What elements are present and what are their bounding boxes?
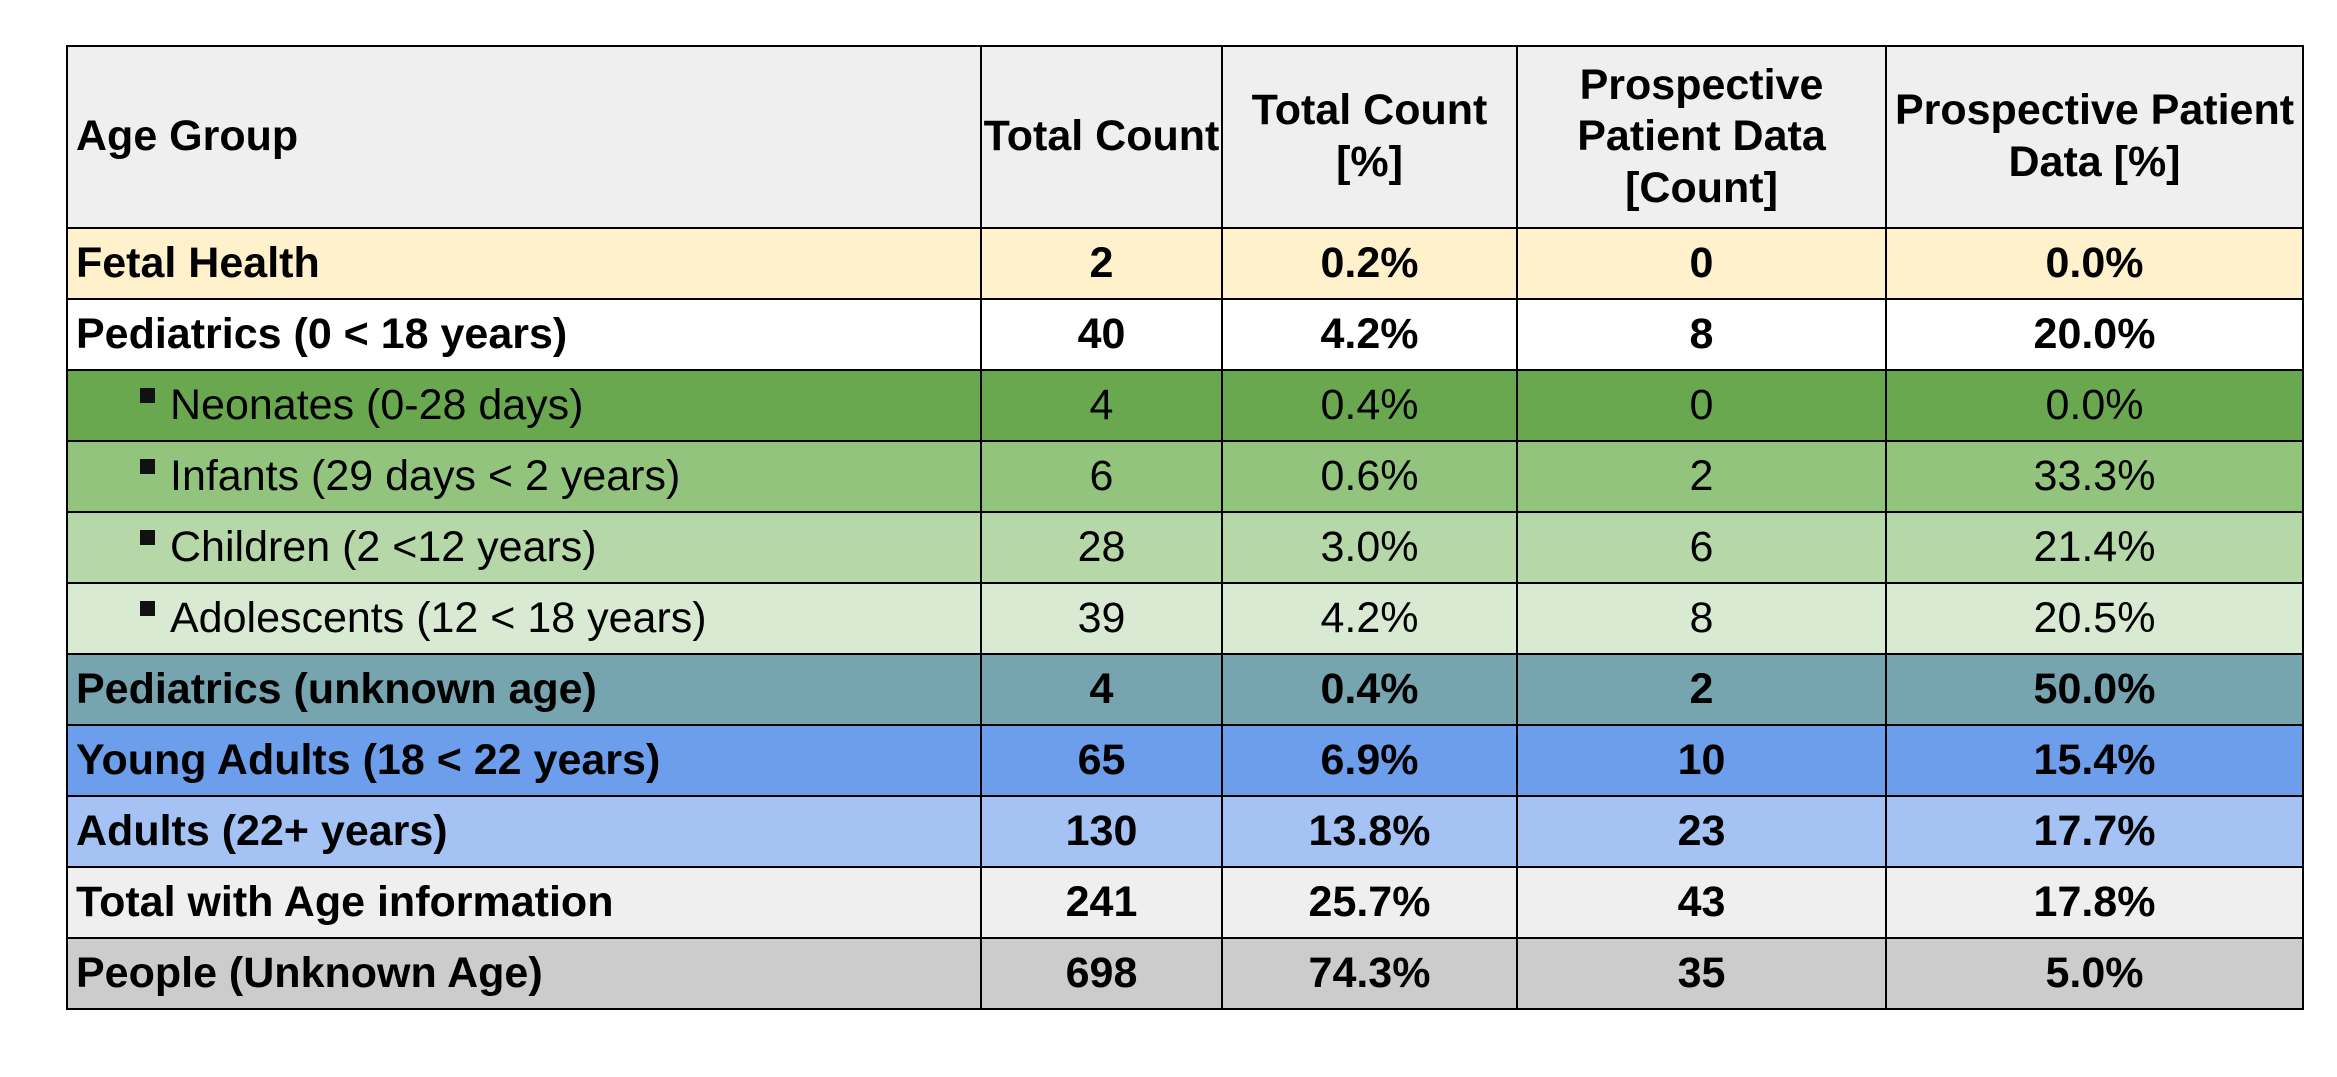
age-group-cell: Adolescents (12 < 18 years) xyxy=(66,582,982,655)
total-count-cell: 241 xyxy=(980,866,1223,939)
total-count-pct-cell: 4.2% xyxy=(1221,582,1518,655)
prospective-count-cell: 6 xyxy=(1516,511,1887,584)
prospective-pct-cell: 21.4% xyxy=(1885,511,2304,584)
square-bullet-icon xyxy=(140,530,155,545)
age-group-cell: Total with Age information xyxy=(66,866,982,939)
table-row: Total with Age information 241 25.7% 43 17.8… xyxy=(66,866,2304,939)
prospective-pct-cell: 0.0% xyxy=(1885,227,2304,300)
table-body: Fetal Health 2 0.2% 0 0.0% Pediatrics (0 < 18… xyxy=(66,227,2304,1010)
age-group-label: Adolescents (12 < 18 years) xyxy=(170,593,707,642)
table-row: Pediatrics (0 < 18 years) 40 4.2% 8 20.0% xyxy=(66,298,2304,371)
prospective-count-cell: 43 xyxy=(1516,866,1887,939)
total-count-pct-cell: 4.2% xyxy=(1221,298,1518,371)
age-group-table: Age Group Total Count Total Count [%] Pr… xyxy=(66,45,2304,1010)
prospective-pct-cell: 33.3% xyxy=(1885,440,2304,513)
total-count-pct-cell: 6.9% xyxy=(1221,724,1518,797)
age-group-label: Neonates (0-28 days) xyxy=(170,380,584,429)
table-row: Young Adults (18 < 22 years) 65 6.9% 10 15.4… xyxy=(66,724,2304,797)
age-group-cell: People (Unknown Age) xyxy=(66,937,982,1010)
total-count-pct-cell: 74.3% xyxy=(1221,937,1518,1010)
prospective-count-cell: 2 xyxy=(1516,653,1887,726)
prospective-count-cell: 35 xyxy=(1516,937,1887,1010)
prospective-pct-cell: 50.0% xyxy=(1885,653,2304,726)
prospective-count-cell: 0 xyxy=(1516,227,1887,300)
table-row: People (Unknown Age) 698 74.3% 35 5.0% xyxy=(66,937,2304,1010)
square-bullet-icon xyxy=(140,601,155,616)
total-count-cell: 130 xyxy=(980,795,1223,868)
table-row: Adolescents (12 < 18 years) 39 4.2% 8 20.5% xyxy=(66,582,2304,655)
header-prospective-pct: Prospective Patient Data [%] xyxy=(1885,45,2304,229)
total-count-pct-cell: 0.4% xyxy=(1221,369,1518,442)
total-count-cell: 6 xyxy=(980,440,1223,513)
table-row: Adults (22+ years) 130 13.8% 23 17.7% xyxy=(66,795,2304,868)
age-group-cell: Pediatrics (unknown age) xyxy=(66,653,982,726)
total-count-cell: 65 xyxy=(980,724,1223,797)
total-count-pct-cell: 25.7% xyxy=(1221,866,1518,939)
total-count-cell: 4 xyxy=(980,653,1223,726)
header-total-count-pct: Total Count [%] xyxy=(1221,45,1518,229)
prospective-count-cell: 8 xyxy=(1516,298,1887,371)
prospective-count-cell: 10 xyxy=(1516,724,1887,797)
age-group-cell: Fetal Health xyxy=(66,227,982,300)
age-group-label: Infants (29 days < 2 years) xyxy=(170,451,681,500)
age-group-cell: Infants (29 days < 2 years) xyxy=(66,440,982,513)
total-count-cell: 4 xyxy=(980,369,1223,442)
prospective-pct-cell: 17.8% xyxy=(1885,866,2304,939)
prospective-pct-cell: 20.5% xyxy=(1885,582,2304,655)
age-group-cell: Neonates (0-28 days) xyxy=(66,369,982,442)
header-row: Age Group Total Count Total Count [%] Pr… xyxy=(66,45,2304,229)
total-count-pct-cell: 0.6% xyxy=(1221,440,1518,513)
table-row: Neonates (0-28 days) 4 0.4% 0 0.0% xyxy=(66,369,2304,442)
age-group-cell: Pediatrics (0 < 18 years) xyxy=(66,298,982,371)
total-count-cell: 698 xyxy=(980,937,1223,1010)
prospective-pct-cell: 20.0% xyxy=(1885,298,2304,371)
prospective-count-cell: 23 xyxy=(1516,795,1887,868)
table-row: Fetal Health 2 0.2% 0 0.0% xyxy=(66,227,2304,300)
total-count-pct-cell: 13.8% xyxy=(1221,795,1518,868)
header-prospective-count: Prospective Patient Data [Count] xyxy=(1516,45,1887,229)
age-group-cell: Children (2 <12 years) xyxy=(66,511,982,584)
prospective-pct-cell: 17.7% xyxy=(1885,795,2304,868)
total-count-cell: 28 xyxy=(980,511,1223,584)
total-count-cell: 40 xyxy=(980,298,1223,371)
total-count-pct-cell: 0.2% xyxy=(1221,227,1518,300)
prospective-pct-cell: 0.0% xyxy=(1885,369,2304,442)
square-bullet-icon xyxy=(140,388,155,403)
table-row: Pediatrics (unknown age) 4 0.4% 2 50.0% xyxy=(66,653,2304,726)
prospective-count-cell: 8 xyxy=(1516,582,1887,655)
table-row: Infants (29 days < 2 years) 6 0.6% 2 33.3% xyxy=(66,440,2304,513)
total-count-pct-cell: 0.4% xyxy=(1221,653,1518,726)
square-bullet-icon xyxy=(140,459,155,474)
prospective-count-cell: 2 xyxy=(1516,440,1887,513)
age-group-cell: Adults (22+ years) xyxy=(66,795,982,868)
header-age-group: Age Group xyxy=(66,45,982,229)
total-count-cell: 2 xyxy=(980,227,1223,300)
total-count-pct-cell: 3.0% xyxy=(1221,511,1518,584)
prospective-pct-cell: 5.0% xyxy=(1885,937,2304,1010)
age-group-label: Children (2 <12 years) xyxy=(170,522,597,571)
prospective-pct-cell: 15.4% xyxy=(1885,724,2304,797)
prospective-count-cell: 0 xyxy=(1516,369,1887,442)
age-group-cell: Young Adults (18 < 22 years) xyxy=(66,724,982,797)
total-count-cell: 39 xyxy=(980,582,1223,655)
table-row: Children (2 <12 years) 28 3.0% 6 21.4% xyxy=(66,511,2304,584)
header-total-count: Total Count xyxy=(980,45,1223,229)
